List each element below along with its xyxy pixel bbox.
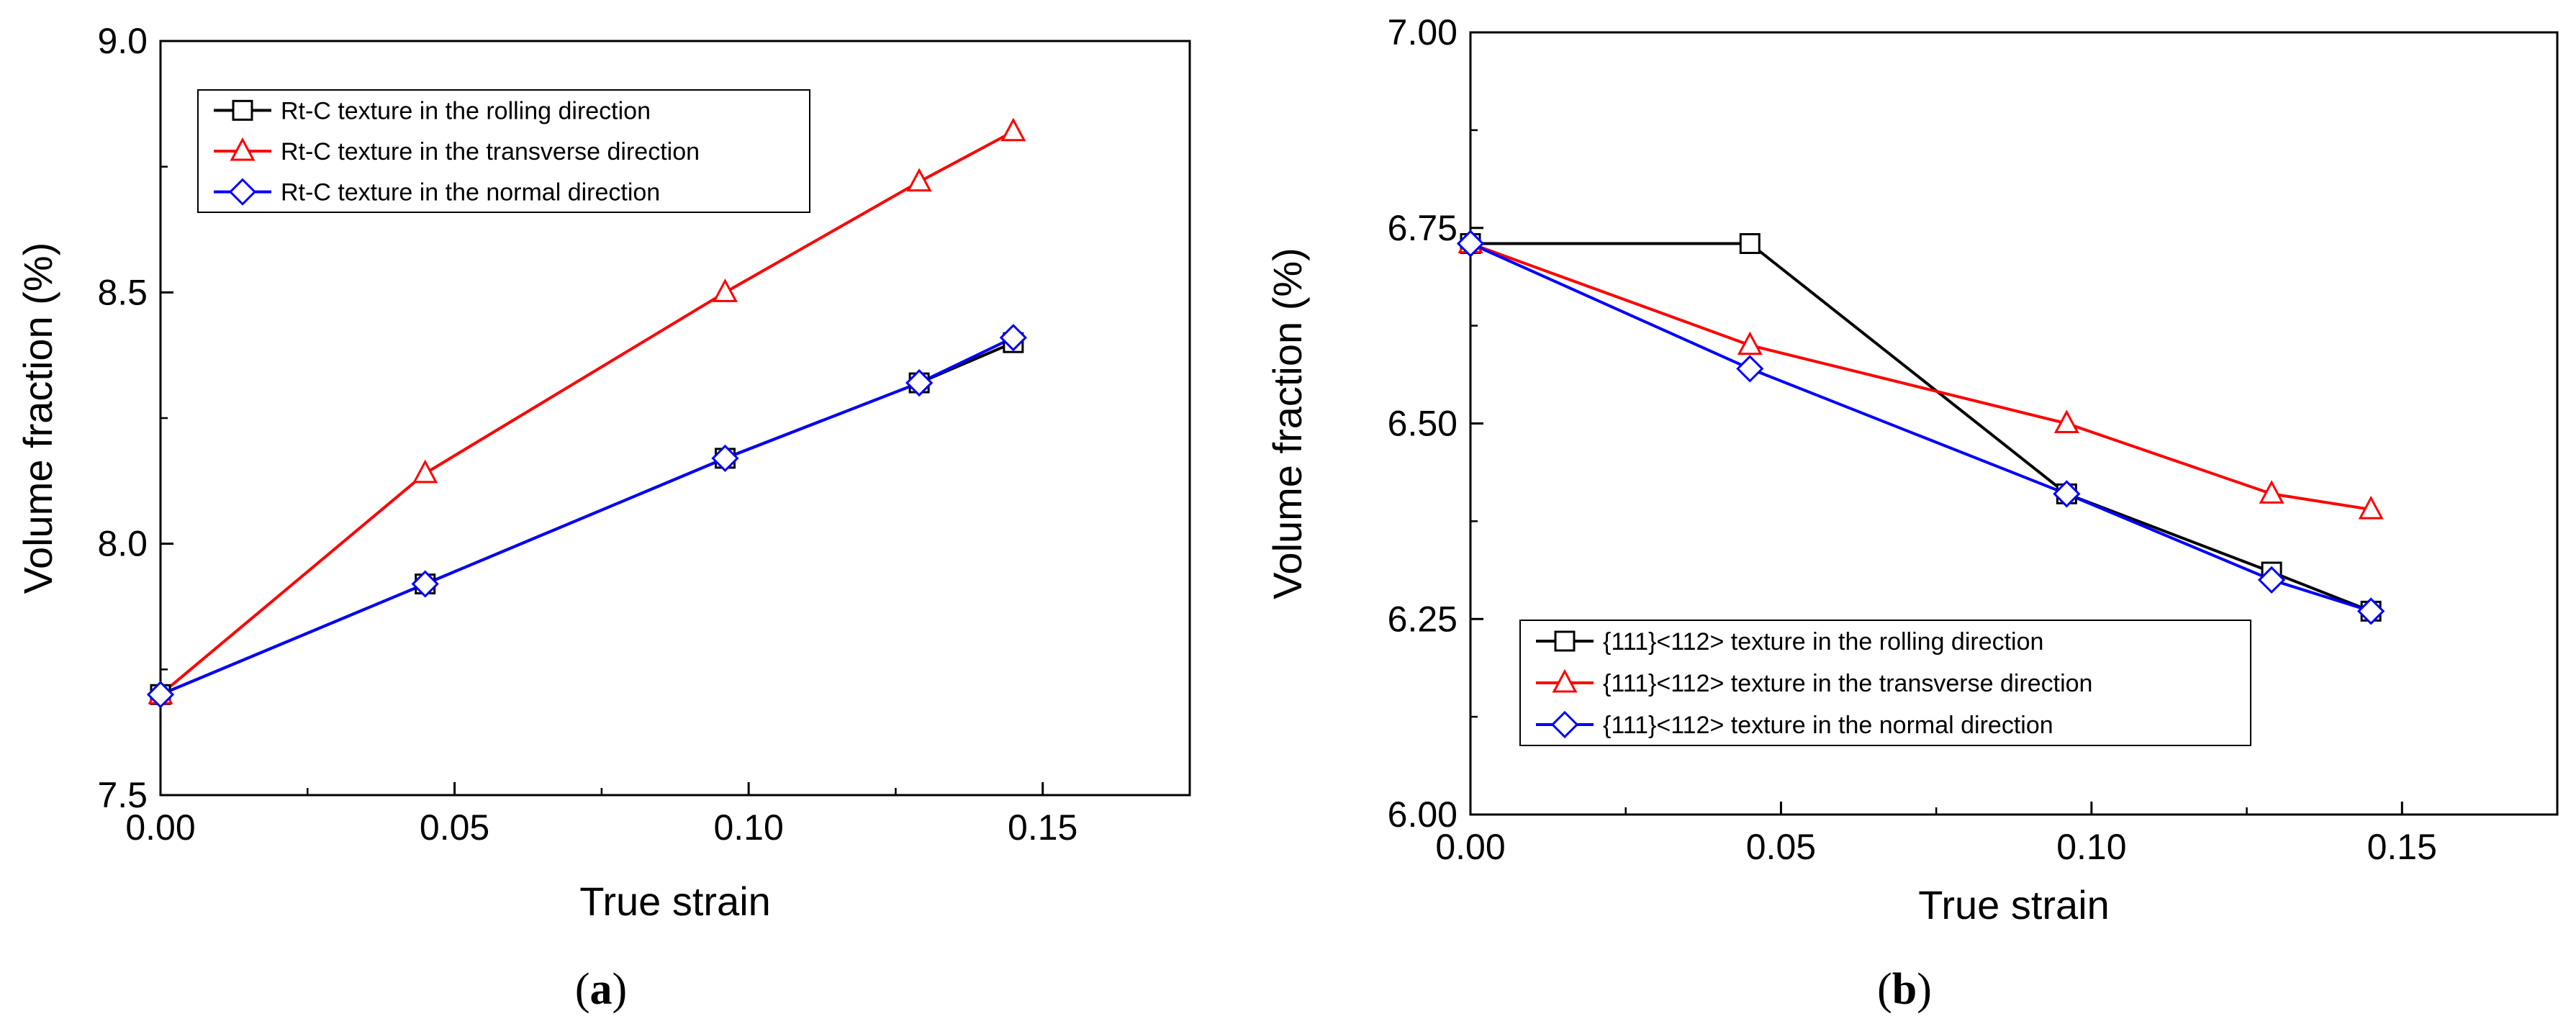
legend-box bbox=[1519, 620, 2251, 746]
series-line-diamond bbox=[1470, 242, 2372, 613]
data-point-diamond bbox=[1456, 230, 1485, 258]
data-point-diamond bbox=[1736, 355, 1764, 383]
data-point-triangle bbox=[2053, 409, 2079, 433]
data-point-diamond bbox=[2257, 566, 2286, 594]
x-tick-label: 0.05 bbox=[420, 807, 489, 848]
caption-a: (a) bbox=[575, 965, 627, 1014]
legend-label: {111}<112> texture in the normal directi… bbox=[1603, 712, 2053, 739]
data-point-diamond bbox=[146, 681, 175, 709]
data-point-diamond bbox=[711, 444, 739, 473]
data-point-triangle bbox=[2358, 495, 2384, 520]
y-tick-label: 6.00 bbox=[1388, 794, 1458, 835]
legend-swatch-square bbox=[232, 99, 253, 121]
legend-box bbox=[197, 89, 810, 213]
data-point-diamond bbox=[905, 368, 934, 397]
y-tick-label: 7.00 bbox=[1388, 12, 1458, 53]
chart-panel-a: 0.00 0.05 0.10 0.15 7.5 8.0 8.5 9.0 True strain V… bbox=[15, 21, 1191, 924]
chart-panel-b: 0.00 0.05 0.10 0.15 6.00 6.25 6.50 6.75 7.00 True… bbox=[1265, 12, 2559, 928]
legend-label: {111}<112> texture in the rolling direct… bbox=[1603, 628, 2043, 656]
x-tick-label: 0.10 bbox=[2056, 827, 2126, 867]
y-axis-title: Volume fraction (%) bbox=[1265, 248, 1310, 599]
data-point-diamond bbox=[2357, 597, 2385, 625]
data-point-diamond bbox=[411, 570, 439, 598]
legend-label: Rt-C texture in the transverse direction bbox=[281, 138, 700, 165]
y-axis-title: Volume fraction (%) bbox=[15, 242, 60, 594]
x-tick-label: 0.10 bbox=[713, 807, 783, 848]
series-line-triangle bbox=[159, 130, 1014, 696]
series-line-diamond bbox=[160, 336, 1014, 697]
x-tick-label: 0.00 bbox=[1435, 827, 1505, 867]
y-tick-label: 8.0 bbox=[97, 524, 148, 564]
caption-b: (b) bbox=[1877, 965, 1932, 1014]
x-tick-label: 0.15 bbox=[2367, 827, 2437, 867]
series-line-triangle bbox=[1470, 242, 2372, 512]
x-tick-label: 0.15 bbox=[1008, 807, 1077, 848]
data-point-triangle bbox=[1737, 331, 1763, 355]
legend-swatch-diamond bbox=[1550, 710, 1579, 739]
data-point-triangle bbox=[1000, 117, 1026, 142]
x-axis-title: True strain bbox=[579, 879, 771, 924]
legend-swatch-triangle bbox=[230, 137, 256, 161]
data-point-triangle bbox=[712, 278, 738, 302]
x-axis-title: True strain bbox=[1918, 882, 2110, 928]
y-tick-label: 9.0 bbox=[97, 21, 148, 61]
legend-label: Rt-C texture in the rolling direction bbox=[281, 97, 651, 124]
data-point-triangle bbox=[412, 459, 438, 484]
legend-swatch-triangle bbox=[1552, 668, 1578, 693]
y-tick-label: 7.5 bbox=[97, 775, 148, 815]
y-tick-label: 8.5 bbox=[97, 272, 148, 312]
legend-swatch-diamond bbox=[228, 178, 257, 206]
y-tick-label: 6.25 bbox=[1388, 599, 1458, 639]
legend-label: {111}<112> texture in the transverse dir… bbox=[1603, 670, 2092, 697]
data-point-triangle bbox=[906, 168, 932, 192]
series-line-square bbox=[1470, 242, 2372, 613]
data-point-diamond bbox=[2053, 480, 2081, 508]
x-tick-label: 0.05 bbox=[1746, 827, 1816, 867]
data-point-triangle bbox=[2259, 480, 2284, 504]
legend-swatch-square bbox=[1554, 630, 1576, 652]
legend-label: Rt-C texture in the normal direction bbox=[281, 179, 660, 207]
data-point-diamond bbox=[999, 324, 1027, 352]
x-tick-label: 0.00 bbox=[125, 807, 195, 848]
data-point-square bbox=[1739, 232, 1761, 254]
y-tick-label: 6.75 bbox=[1388, 208, 1458, 248]
y-tick-label: 6.50 bbox=[1388, 404, 1458, 444]
